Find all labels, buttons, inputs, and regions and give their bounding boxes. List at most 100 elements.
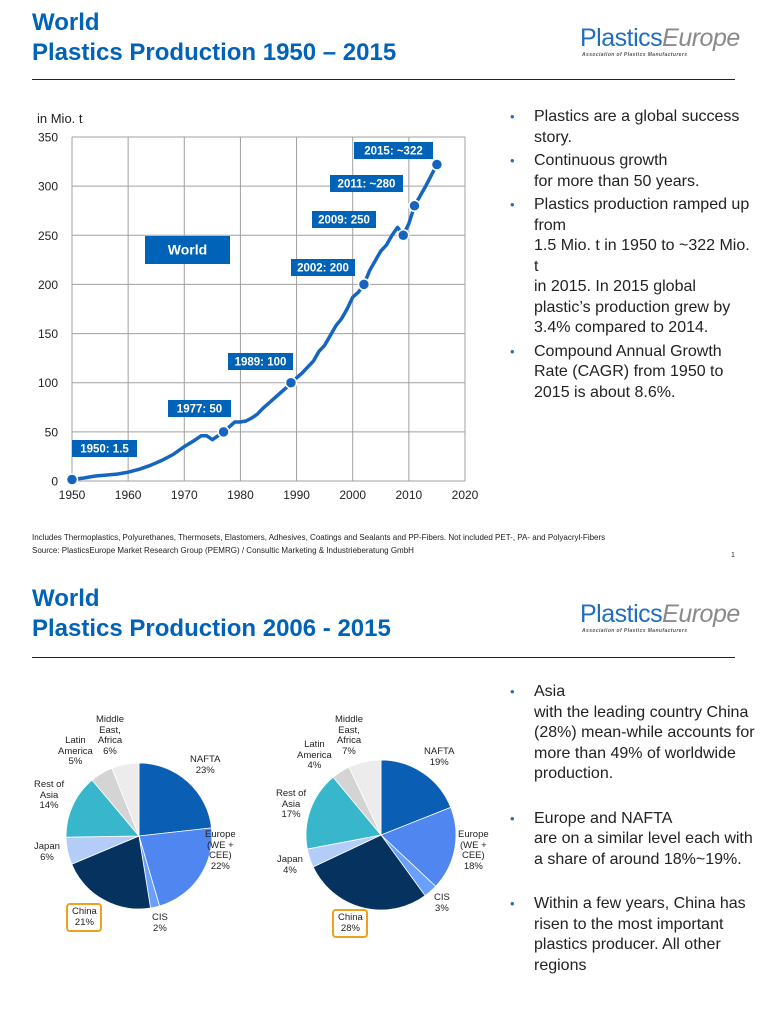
pie-chart-2006: [65, 762, 213, 910]
annotation-label: 1977: 50: [168, 400, 231, 417]
annotation-label: 2009: 250: [312, 211, 376, 228]
bullet-item: • Plastics production ramped up from 1.5 …: [510, 196, 750, 336]
x-tick-labels: 1950 1960 1970 1980 1990 2000 2010 2020: [59, 488, 479, 502]
pie-label: Japan 4%: [277, 854, 303, 876]
logo-brand-part2: Europe: [662, 600, 740, 628]
pie-slice-middle: [111, 762, 140, 837]
annotation-label-text: 2009: 250: [318, 215, 370, 227]
annotation-label-text: 1977: 50: [177, 404, 222, 416]
footnote-source: Source: PlasticsEurope Market Research G…: [32, 546, 414, 555]
slide-2-bullets: • Asia with the leading country China (28…: [505, 682, 755, 979]
title-line-1: World: [32, 9, 100, 36]
annotation-point: [408, 199, 421, 213]
annotation-point: [65, 473, 79, 486]
y-tick-label: 300: [38, 180, 58, 194]
bullet-text: Within a few years, China has risen to t…: [534, 895, 746, 974]
x-tick-label: 1960: [115, 488, 142, 502]
page-number: 1: [731, 552, 735, 559]
x-tick-label: 2020: [452, 488, 479, 502]
x-tick-label: 1950: [59, 488, 86, 502]
annotation-label: 1989: 100: [228, 353, 293, 370]
annotation-labels: 1950: 1.5 1977: 50 1989: 100 2002: 200 2009:…: [72, 142, 433, 457]
annotation-point: [430, 158, 444, 171]
annotation-label: 2015: ~322: [354, 142, 433, 159]
annotation-point: [217, 425, 230, 439]
pie-slice-rest-of: [65, 779, 140, 838]
pie-label: China 28%: [338, 912, 363, 934]
logo-brand-part1: Plastics: [580, 600, 663, 628]
bullet-text: Europe and NAFTA are on a similar level …: [534, 809, 753, 868]
pie-slice-nafta: [380, 759, 452, 836]
series-line-world: [71, 163, 439, 482]
pie-slice-nafta: [138, 762, 212, 837]
pie-charts: NAFTA 23% Europe (WE + CEE) 22% CIS 2% Chin…: [0, 570, 500, 1024]
logo-tagline: Association of Plastics Manufacturers: [582, 52, 688, 58]
bullet-item: • Plastics are a global success story.: [510, 108, 740, 146]
series-label-world: World: [145, 236, 230, 264]
pie-slice-europe: [138, 827, 213, 907]
pie-label: CIS 3%: [434, 892, 450, 914]
annotation-point: [396, 229, 410, 242]
pie-label: Europe (WE + CEE) 18%: [458, 829, 489, 872]
logo-brand-part1: Plastics: [580, 24, 663, 52]
footnote-includes: Includes Thermoplastics, Polyurethanes, …: [32, 533, 606, 542]
pie-svg: [65, 759, 457, 911]
pie-slice-middle: [348, 759, 382, 836]
title-line-2: Plastics Production 2006 - 2015: [32, 615, 391, 642]
pie-label: NAFTA 23%: [190, 754, 221, 776]
annotation-label-text: 2011: ~280: [338, 179, 396, 191]
plasticseurope-logo: PlasticsEurope Association of Plastics M…: [580, 600, 740, 634]
x-tick-label: 1980: [227, 488, 254, 502]
bullet-text: Asia with the leading country China (28%…: [534, 683, 755, 782]
slide-1: World Plastics Production 1950 – 2015 Pl…: [32, 8, 755, 559]
x-tick-label: 2000: [339, 488, 366, 502]
x-tick-label: 2010: [396, 488, 423, 502]
slide-2-title: World Plastics Production 2006 - 2015: [32, 584, 391, 644]
bullet-text: Plastics are a global success story.: [534, 108, 740, 146]
pie-slice-china: [71, 835, 151, 910]
annotation-points: [65, 158, 444, 486]
bullet-text: Continuous growth for more than 50 years…: [534, 152, 700, 190]
logo-brand-part2: Europe: [662, 24, 740, 52]
annotation-point: [357, 278, 371, 291]
y-tick-labels: 0 50 100 150 200 250 300 350: [38, 131, 58, 489]
y-tick-label: 50: [45, 425, 59, 439]
annotation-point: [284, 376, 298, 389]
pie-label: Latin America 5%: [58, 735, 93, 767]
logo-tagline: Association of Plastics Manufacturers: [582, 628, 688, 634]
annotation-label: 2002: 200: [291, 259, 355, 276]
y-tick-label: 250: [38, 229, 58, 243]
y-axis-label: in Mio. t: [37, 111, 83, 126]
title-line-2: Plastics Production 1950 – 2015: [32, 39, 397, 66]
bullet-text: Compound Annual Growth Rate (CAGR) from …: [534, 342, 724, 401]
slide-1-bullets: • Plastics are a global success story. • C…: [505, 107, 755, 406]
y-tick-label: 0: [51, 475, 58, 489]
y-tick-label: 200: [38, 278, 58, 292]
annotation-label-text: 1989: 100: [235, 357, 287, 369]
header-divider: [32, 657, 735, 658]
pie-label: Rest of Asia 14%: [34, 779, 65, 811]
annotation-label: 1950: 1.5: [72, 440, 137, 457]
bullet-item: • Within a few years, China has risen to …: [510, 895, 746, 974]
bullet-item: • Compound Annual Growth Rate (CAGR) from…: [510, 342, 724, 401]
annotation-label-text: 2002: 200: [297, 263, 349, 275]
highlight-box-china: [66, 903, 102, 932]
series-label-text: World: [168, 242, 207, 258]
pie-slice-china: [312, 834, 426, 911]
annotation-label-text: 2015: ~322: [364, 146, 423, 158]
x-tick-label: 1990: [283, 488, 310, 502]
y-tick-label: 150: [38, 327, 58, 341]
y-tick-label: 100: [38, 376, 58, 390]
annotation-label-text: 1950: 1.5: [80, 444, 129, 456]
bullet-item: • Continuous growth for more than 50 year…: [510, 152, 700, 190]
pie-chart-2015: [305, 759, 457, 911]
bullet-item: • Europe and NAFTA are on a similar level…: [510, 809, 753, 868]
pie-label: Rest of Asia 17%: [276, 788, 307, 820]
pie-label: China 21%: [72, 906, 97, 928]
pie-slice-europe: [380, 806, 457, 887]
pie-label: Middle East, Africa 7%: [335, 714, 363, 757]
highlight-box-china: [332, 909, 368, 938]
pie-slice-rest-of: [305, 776, 382, 850]
slide-1-title: World Plastics Production 1950 – 2015: [32, 8, 396, 68]
bullet-item: • Asia with the leading country China (28…: [510, 683, 755, 782]
